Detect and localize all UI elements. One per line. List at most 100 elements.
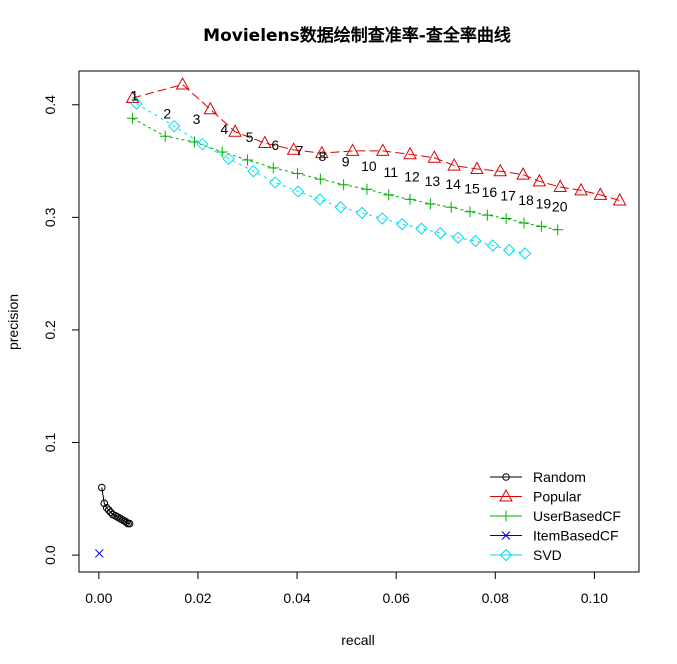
data-point: [447, 158, 461, 171]
data-point: [167, 119, 181, 133]
data-point: [481, 209, 493, 221]
legend: Random Popular UserBasedCF ItemBasedCF SVD: [490, 469, 621, 563]
data-point: [269, 176, 282, 189]
data-point: [314, 145, 329, 159]
series-popular: [125, 76, 627, 206]
data-point: [355, 206, 369, 220]
data-point: [552, 224, 564, 236]
point-number-label: 7: [296, 142, 304, 158]
legend-item: SVD: [490, 547, 562, 563]
legend-label: Random: [533, 469, 586, 485]
series-userbasedcf: [127, 112, 564, 236]
legend-marker: [499, 488, 513, 502]
data-point: [518, 217, 530, 229]
data-point: [241, 154, 253, 166]
data-point: [113, 513, 121, 521]
x-tick-label: 0.08: [482, 590, 509, 606]
data-point: [500, 212, 512, 224]
point-number-label: 4: [220, 121, 228, 137]
point-number-label: 17: [500, 187, 516, 203]
data-point: [445, 201, 457, 213]
data-point: [130, 97, 143, 110]
data-point: [313, 193, 327, 206]
point-number-label: 10: [361, 158, 377, 174]
point-number-label: 5: [246, 129, 254, 145]
point-number-labels: 12 34 5 6 7 8 9 10 11 12 13 14 15 16 17 18 19 20: [131, 87, 568, 214]
x-axis: 0.00 0.02 0.04 0.06 0.08 0.10: [85, 571, 608, 606]
data-point: [427, 150, 442, 163]
y-axis: 0.0 0.1 0.2 0.3 0.4: [42, 95, 80, 565]
data-point: [102, 504, 111, 512]
data-point: [292, 167, 304, 179]
legend-label: UserBasedCF: [533, 508, 621, 524]
point-number-label: 6: [271, 137, 279, 153]
series-line: [132, 83, 620, 201]
data-point: [518, 247, 532, 260]
y-tick-label: 0.0: [42, 545, 58, 565]
data-point: [338, 179, 350, 191]
y-tick-label: 0.3: [42, 207, 58, 227]
y-tick-label: 0.1: [42, 433, 58, 453]
data-point: [464, 206, 476, 218]
data-point: [535, 220, 547, 232]
data-point: [257, 135, 272, 149]
data-point: [222, 152, 235, 166]
data-point: [612, 192, 627, 206]
point-number-label: 18: [518, 192, 534, 208]
legend-marker: [501, 531, 511, 540]
legend-item: UserBasedCF: [490, 508, 621, 524]
legend-label: ItemBasedCF: [533, 528, 619, 544]
data-point: [175, 76, 190, 90]
data-point: [314, 173, 326, 185]
point-number-label: 12: [404, 168, 420, 184]
data-point: [593, 187, 608, 200]
data-point: [203, 101, 218, 115]
legend-item: ItemBasedCF: [490, 528, 619, 544]
data-point: [469, 234, 482, 248]
x-tick-label: 0.04: [283, 590, 310, 606]
data-point: [104, 506, 113, 514]
data-point: [424, 198, 436, 210]
data-point: [395, 217, 409, 231]
point-number-label: 11: [383, 164, 398, 180]
data-point: [117, 515, 125, 523]
data-point: [159, 130, 171, 142]
data-point: [115, 514, 123, 522]
data-point: [127, 112, 139, 124]
x-tick-label: 0.02: [184, 590, 211, 606]
data-point: [125, 519, 134, 528]
legend-marker: [502, 473, 510, 481]
data-point: [470, 161, 484, 174]
data-point: [553, 179, 568, 192]
data-point: [486, 239, 500, 252]
series-random: [97, 483, 134, 528]
series-line: [136, 103, 526, 254]
data-point: [532, 173, 547, 187]
data-point: [97, 483, 106, 492]
y-axis-label: precision: [5, 294, 21, 350]
point-number-label: 14: [445, 176, 461, 192]
point-number-label: 20: [552, 199, 568, 215]
data-point: [196, 137, 209, 151]
point-number-label: 16: [482, 184, 498, 200]
data-point: [451, 231, 465, 244]
data-point: [94, 549, 104, 558]
legend-item: Random: [490, 469, 586, 485]
legend-marker: [500, 510, 512, 522]
point-number-label: 9: [342, 154, 350, 170]
series-itembasedcf: [94, 549, 104, 558]
point-number-label: 8: [318, 148, 326, 164]
legend-item: Popular: [490, 489, 582, 505]
data-point: [291, 185, 305, 198]
legend-label: SVD: [533, 547, 562, 563]
y-tick-label: 0.2: [42, 320, 58, 340]
data-point: [415, 222, 428, 235]
point-number-label: 1: [131, 87, 139, 103]
data-point: [516, 167, 530, 180]
data-point: [267, 162, 279, 174]
data-point: [100, 499, 109, 508]
data-point: [111, 511, 119, 520]
data-point: [383, 189, 395, 201]
point-number-label: 15: [464, 181, 480, 197]
